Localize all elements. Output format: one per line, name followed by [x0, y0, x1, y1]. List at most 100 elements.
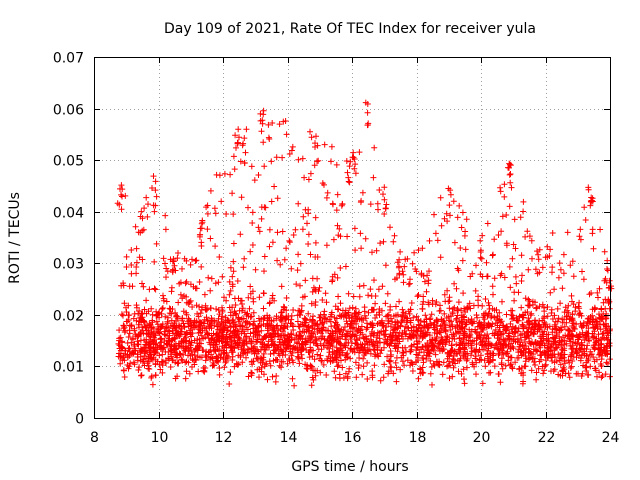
- data-point: [344, 169, 351, 176]
- y-tick-label: 0.04: [53, 206, 84, 222]
- data-point: [260, 305, 267, 312]
- data-point: [362, 315, 369, 322]
- data-point: [587, 363, 594, 370]
- data-point: [359, 189, 366, 196]
- data-point: [201, 291, 208, 298]
- data-point: [166, 305, 173, 312]
- data-point: [191, 319, 198, 326]
- data-point: [216, 335, 223, 342]
- data-point: [239, 349, 246, 356]
- data-point: [248, 163, 255, 170]
- data-point: [506, 336, 513, 343]
- data-point: [136, 364, 143, 371]
- data-point: [460, 366, 467, 373]
- data-point: [207, 305, 214, 312]
- data-point: [483, 259, 490, 266]
- data-point: [559, 285, 566, 292]
- data-point: [243, 126, 250, 133]
- data-point: [313, 340, 320, 347]
- data-point: [282, 351, 289, 358]
- data-point: [420, 344, 426, 351]
- data-point: [334, 335, 341, 342]
- data-point: [493, 306, 500, 313]
- data-point: [516, 339, 523, 346]
- data-point: [484, 347, 491, 354]
- data-point: [278, 322, 285, 329]
- data-point: [286, 151, 293, 157]
- data-point: [426, 237, 433, 244]
- data-point: [118, 311, 125, 318]
- data-point: [601, 248, 608, 255]
- x-tick-label: 22: [538, 430, 556, 446]
- data-point: [369, 372, 376, 379]
- data-point: [306, 333, 313, 340]
- data-point: [397, 366, 404, 373]
- data-point: [596, 285, 603, 292]
- data-point: [457, 245, 464, 251]
- data-point: [229, 349, 236, 356]
- data-point: [321, 336, 328, 343]
- data-point: [152, 361, 159, 368]
- data-point: [509, 255, 516, 262]
- data-point: [355, 325, 362, 332]
- data-point: [279, 154, 286, 161]
- data-point: [252, 332, 259, 339]
- data-point: [252, 266, 259, 273]
- data-point: [269, 239, 276, 246]
- data-point: [604, 360, 611, 367]
- data-point: [139, 280, 145, 287]
- data-point: [159, 306, 166, 312]
- data-point: [206, 321, 213, 328]
- data-point: [482, 363, 489, 370]
- data-point: [356, 309, 363, 316]
- data-point: [380, 374, 387, 381]
- data-point: [466, 326, 473, 333]
- data-point: [219, 273, 226, 280]
- data-point: [353, 374, 360, 381]
- data-point: [165, 349, 172, 355]
- data-point: [597, 350, 604, 357]
- data-point: [508, 184, 515, 191]
- data-point: [310, 284, 317, 291]
- data-point: [114, 200, 121, 207]
- data-point: [590, 316, 597, 323]
- data-point: [176, 280, 183, 287]
- data-point: [172, 309, 179, 316]
- data-point: [557, 266, 564, 273]
- data-point: [352, 340, 359, 347]
- data-point: [492, 326, 499, 333]
- data-point: [244, 326, 251, 333]
- data-point: [415, 352, 422, 359]
- data-point: [393, 342, 400, 349]
- data-point: [383, 201, 390, 208]
- data-point: [311, 162, 318, 169]
- data-point: [208, 275, 215, 282]
- data-point: [138, 372, 145, 379]
- data-point: [245, 373, 252, 380]
- data-point: [227, 287, 234, 294]
- data-point: [449, 373, 456, 380]
- data-point: [524, 328, 531, 335]
- data-point: [281, 304, 288, 311]
- data-point: [187, 261, 194, 268]
- data-point: [224, 339, 231, 346]
- data-point: [212, 210, 219, 217]
- data-point: [228, 338, 235, 345]
- data-point: [569, 258, 576, 265]
- data-point: [231, 345, 238, 352]
- data-point: [554, 305, 561, 312]
- data-point: [475, 293, 482, 300]
- data-point: [553, 358, 560, 365]
- data-point: [536, 342, 543, 349]
- data-point: [260, 321, 267, 328]
- data-point: [323, 194, 330, 201]
- data-point: [502, 341, 509, 348]
- data-point: [275, 327, 282, 334]
- data-point: [381, 184, 388, 191]
- data-point: [331, 314, 338, 321]
- data-point: [274, 195, 281, 202]
- data-point: [187, 281, 194, 288]
- data-point: [473, 371, 479, 378]
- data-point: [298, 344, 305, 351]
- data-point: [497, 331, 504, 338]
